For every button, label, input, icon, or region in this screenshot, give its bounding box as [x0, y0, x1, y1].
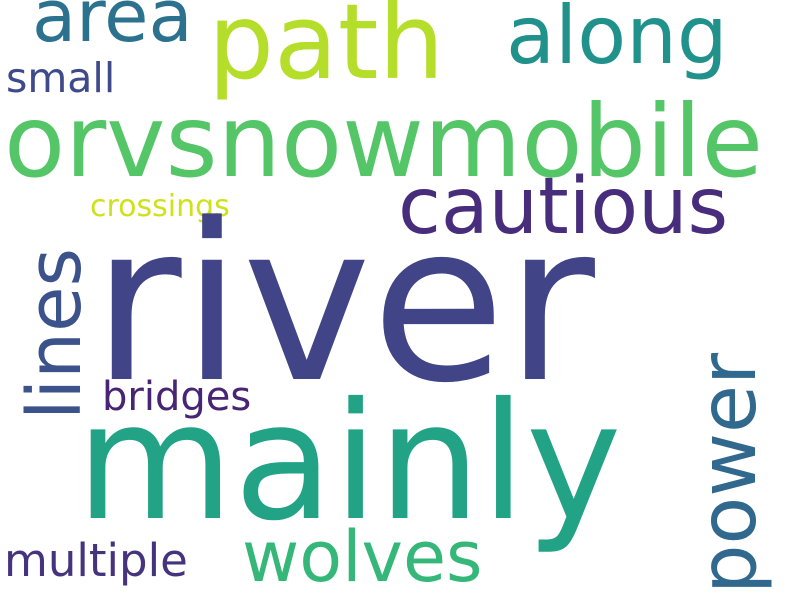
word-cautious: cautious: [398, 162, 729, 252]
word-mainly: mainly: [76, 369, 622, 557]
word-path: path: [208, 0, 445, 103]
word-power: power: [684, 352, 774, 594]
word-orvsnowmobile: orvsnowmobile: [4, 83, 764, 200]
word-wolves: wolves: [242, 516, 483, 598]
word-multiple: multiple: [4, 534, 188, 587]
word-bridges: bridges: [102, 374, 252, 420]
word-river: river: [92, 178, 595, 431]
word-crossings: crossings: [90, 189, 230, 224]
word-along: along: [506, 0, 728, 82]
word-area: area: [32, 0, 193, 58]
word-small: small: [6, 54, 116, 102]
